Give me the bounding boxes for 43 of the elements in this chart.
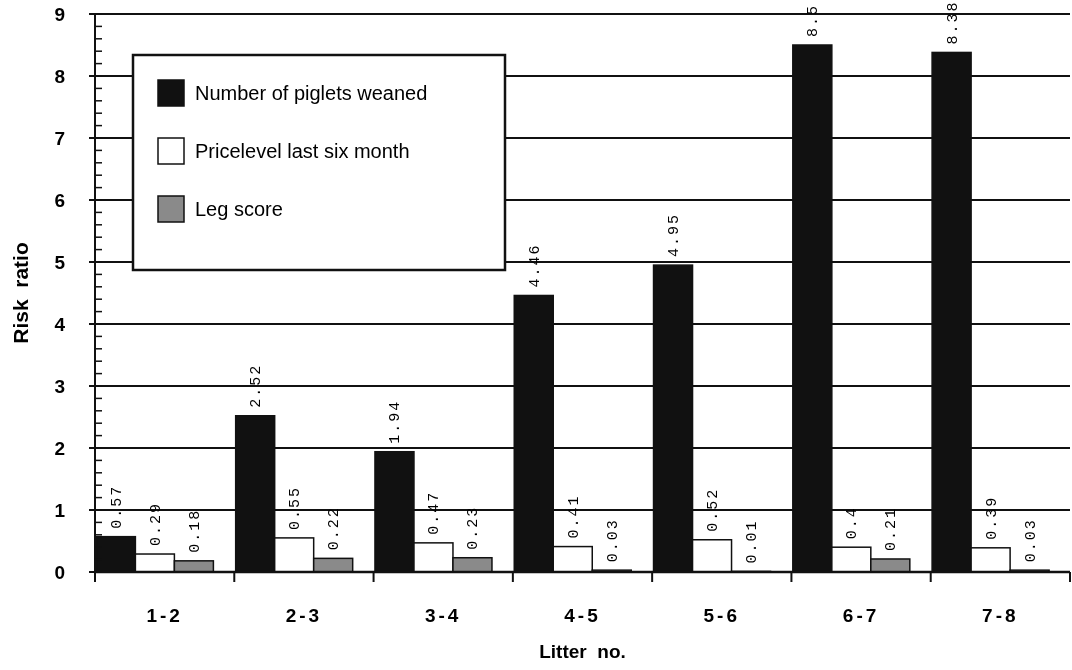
- legend-label: Number of piglets weaned: [195, 82, 428, 104]
- data-label: 0.21: [883, 506, 901, 551]
- y-tick-label: 3: [54, 375, 65, 397]
- x-tick-label: 7-8: [982, 605, 1019, 626]
- data-label: 0.03: [604, 518, 622, 563]
- x-tick-label: 5-6: [703, 605, 741, 626]
- data-label: 0.29: [147, 502, 165, 547]
- data-label: 1.94: [387, 399, 405, 444]
- y-axis-title: Risk ratio: [9, 242, 32, 344]
- y-tick-label: 8: [54, 65, 65, 87]
- data-label: 8.5: [805, 3, 823, 37]
- data-label: 0.47: [426, 490, 444, 535]
- data-label: 0.52: [705, 487, 723, 532]
- data-label: 0.22: [326, 506, 344, 551]
- x-tick-label: 3-4: [424, 605, 462, 626]
- data-label: 8.38: [944, 0, 962, 45]
- y-tick-label: 9: [54, 3, 65, 25]
- data-label: 0.57: [108, 484, 126, 529]
- legend-label: Pricelevel last six month: [195, 140, 410, 162]
- data-label: 0.39: [983, 495, 1001, 540]
- y-tick-label: 6: [54, 189, 65, 211]
- y-tick-label: 1: [54, 499, 66, 521]
- y-tick-label: 0: [54, 561, 65, 583]
- x-tick-label: 6-7: [842, 605, 880, 626]
- x-tick-label: 1-2: [146, 605, 183, 626]
- data-label: 0.41: [565, 494, 583, 539]
- x-tick-label: 4-5: [564, 605, 601, 626]
- x-tick-label: 2-3: [285, 605, 323, 626]
- data-label: 0.23: [465, 505, 483, 550]
- data-label: 4.95: [666, 213, 684, 258]
- data-label: 0.18: [186, 508, 204, 553]
- data-label: 0.03: [1022, 518, 1040, 563]
- data-label: 0.4: [844, 506, 862, 540]
- y-tick-label: 2: [54, 437, 65, 459]
- y-tick-label: 5: [54, 251, 66, 273]
- data-label: 0.01: [744, 519, 762, 564]
- data-label: 4.46: [526, 243, 544, 288]
- legend-label: Leg score: [195, 198, 283, 220]
- data-label: 2.52: [248, 363, 266, 408]
- y-tick-label: 4: [54, 313, 66, 335]
- data-label: 0.55: [287, 485, 305, 530]
- x-axis-title: Litter no.: [539, 641, 626, 662]
- y-tick-label: 7: [54, 127, 65, 149]
